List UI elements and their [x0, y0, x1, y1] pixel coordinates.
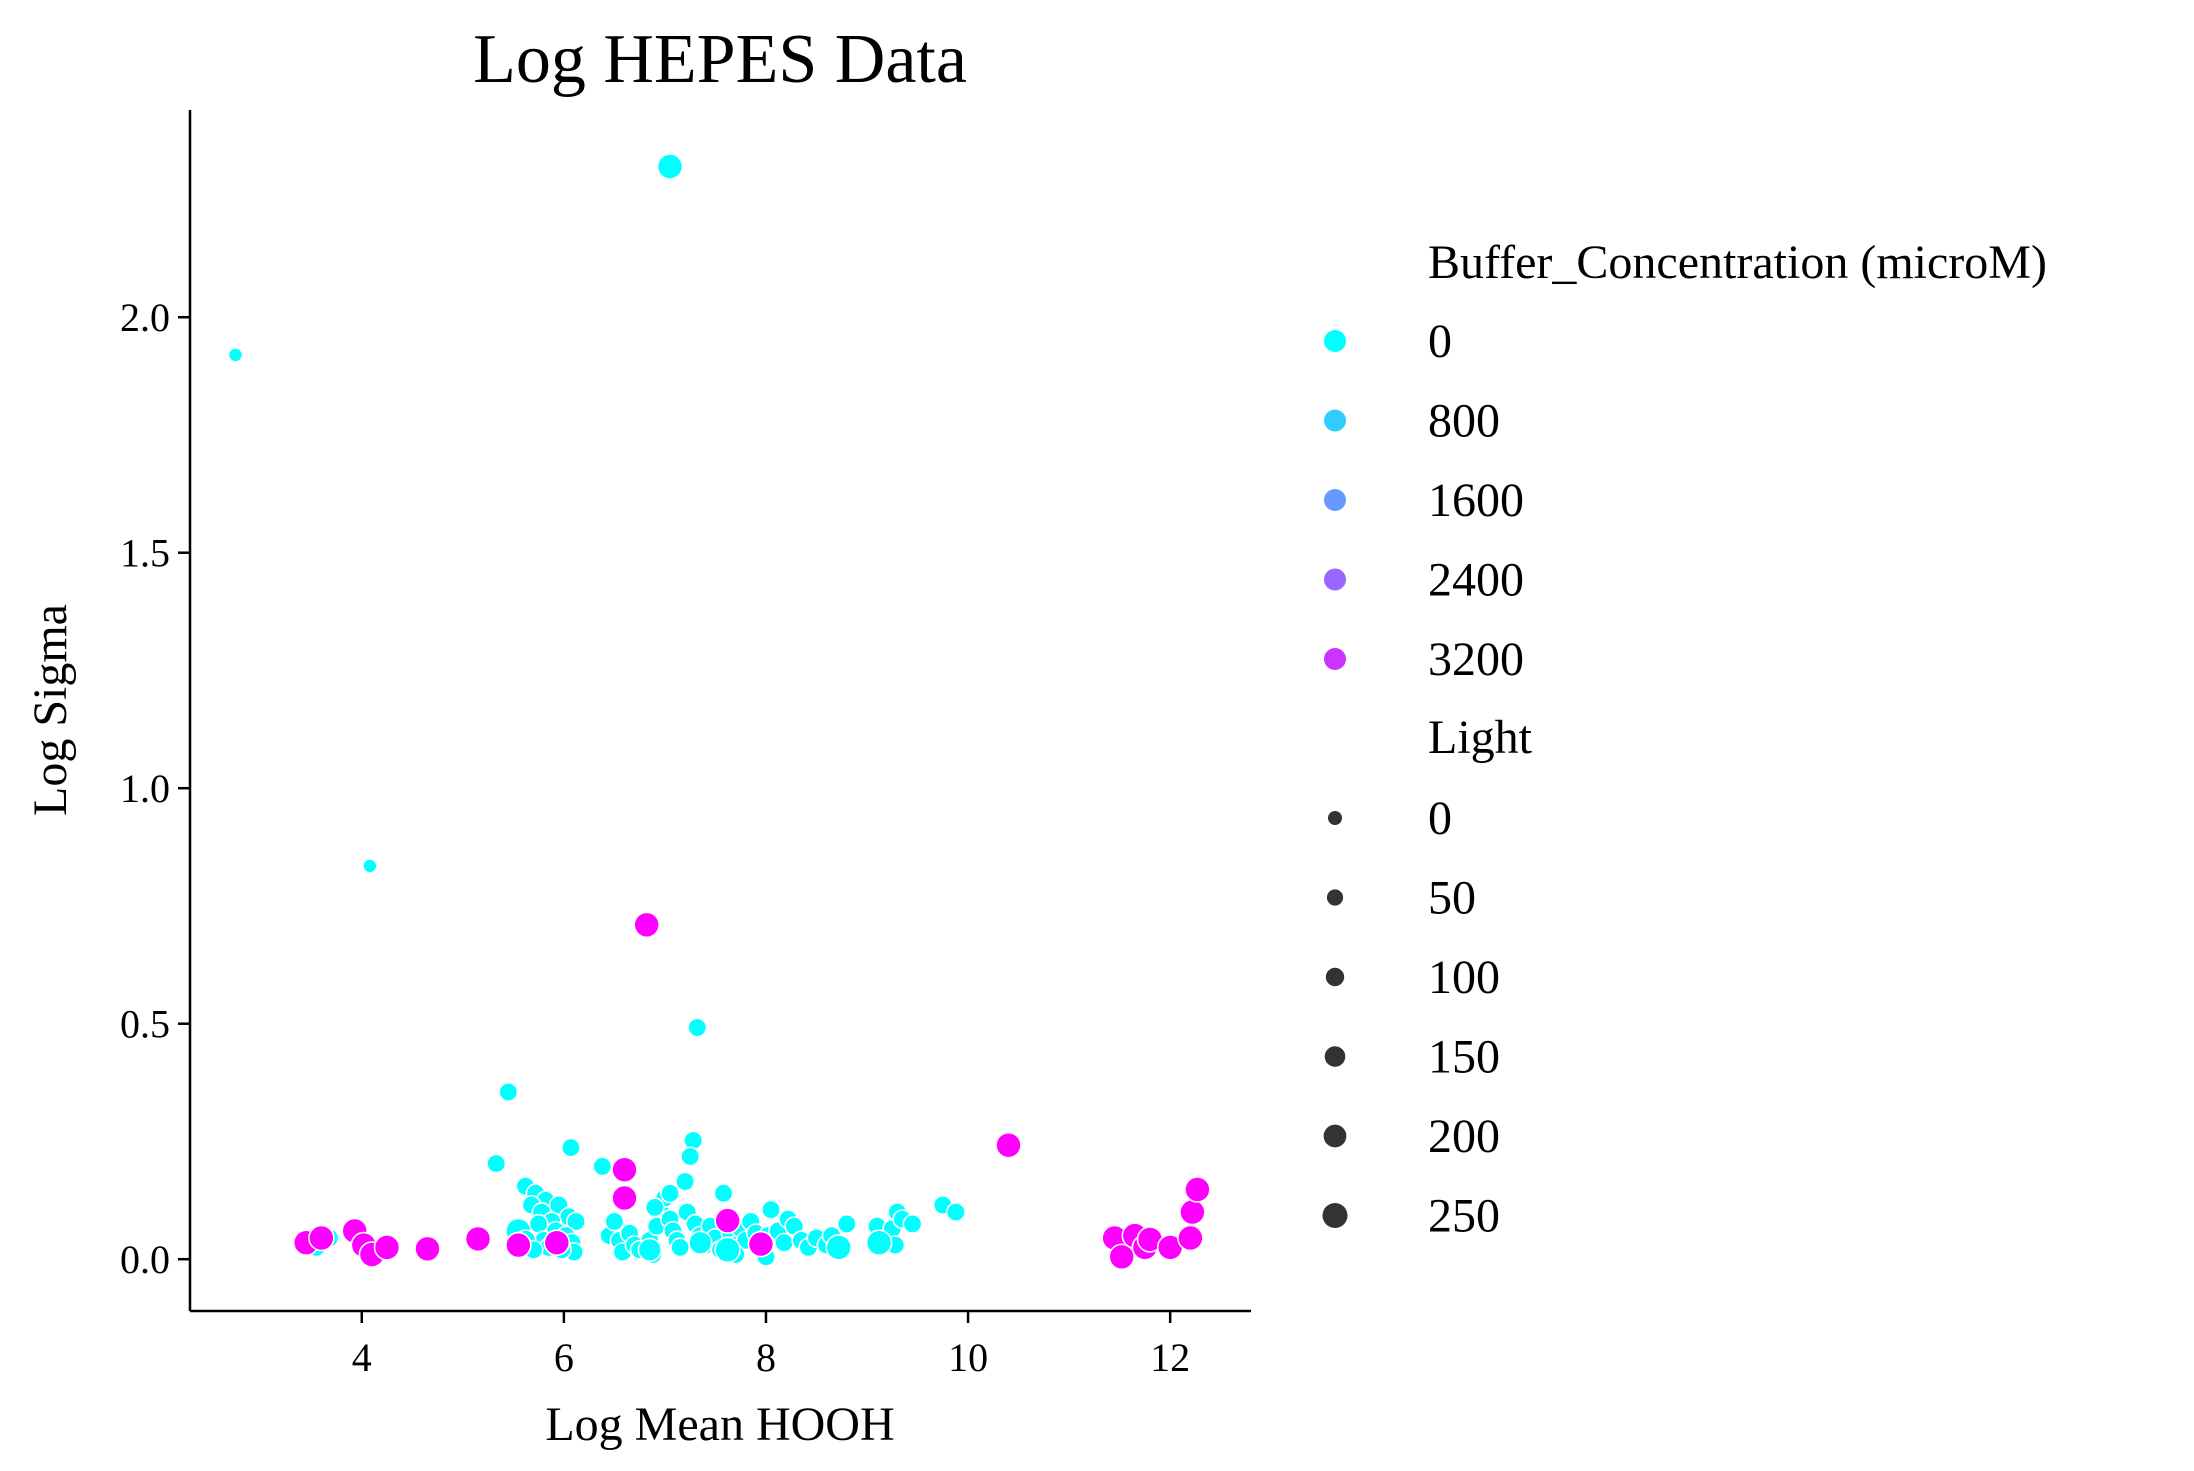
data-point — [670, 1237, 691, 1258]
legend-size-label: 200 — [1428, 1110, 1500, 1163]
legend-size-label: 50 — [1428, 872, 1476, 925]
data-point — [825, 1234, 853, 1261]
chart-title: Log HEPES Data — [473, 21, 967, 98]
legend-hue-marker — [1324, 489, 1346, 511]
data-point — [1108, 1243, 1135, 1271]
data-point — [528, 1213, 549, 1234]
points-layer — [227, 153, 1211, 1271]
data-point — [713, 1183, 734, 1204]
data-point — [565, 1211, 586, 1232]
legend-hue-label: 3200 — [1428, 633, 1524, 686]
x-tick-label: 6 — [554, 1335, 574, 1380]
data-point — [945, 1202, 966, 1223]
legend-size-label: 100 — [1428, 951, 1500, 1004]
legend-size-marker — [1324, 1046, 1346, 1067]
data-point — [687, 1017, 708, 1038]
legend-hue-label: 1600 — [1428, 474, 1524, 527]
y-tick-label: 1.5 — [120, 531, 170, 576]
data-point — [633, 911, 661, 939]
y-axis-label: Log Sigma — [24, 604, 77, 816]
x-tick-label: 4 — [352, 1335, 372, 1380]
legend-hue-marker — [1324, 330, 1346, 352]
data-point — [680, 1146, 701, 1167]
data-point — [902, 1213, 923, 1234]
data-point — [714, 1207, 741, 1234]
data-point — [760, 1199, 781, 1220]
data-point — [414, 1235, 441, 1263]
data-point — [747, 1230, 775, 1258]
legend-hue-marker — [1324, 568, 1346, 591]
data-point — [373, 1234, 401, 1261]
data-point — [774, 1232, 795, 1253]
legend-size-label: 0 — [1428, 792, 1452, 845]
data-point — [644, 1197, 665, 1218]
data-point — [362, 858, 378, 874]
data-point — [675, 1171, 696, 1192]
legend-size-label: 150 — [1428, 1031, 1500, 1084]
y-ticks: 0.0 0.5 1.0 1.5 2.0 — [120, 295, 190, 1282]
data-point — [995, 1131, 1022, 1159]
data-point — [560, 1137, 581, 1158]
x-tick-label: 8 — [756, 1335, 776, 1380]
data-point — [464, 1225, 492, 1253]
x-tick-label: 10 — [948, 1335, 988, 1380]
legend-hue-label: 2400 — [1428, 554, 1524, 607]
legend-hue-entries: 0 800 1600 2400 3200 — [1324, 315, 1524, 686]
legend-hue-title: Buffer_Concentration (microM) — [1428, 236, 2047, 289]
legend-size-marker — [1325, 967, 1345, 987]
x-ticks: 4 6 8 10 12 — [352, 1311, 1190, 1380]
legend-size-entries: 0 50 100 150 200 250 — [1322, 792, 1500, 1243]
data-point — [714, 1236, 741, 1264]
legend: Buffer_Concentration (microM) 0 800 1600 24… — [1322, 236, 2047, 1243]
legend-size-title: Light — [1428, 711, 1533, 764]
legend-hue-label: 800 — [1428, 395, 1500, 448]
data-point — [498, 1082, 519, 1103]
legend-size-marker — [1322, 1203, 1348, 1228]
data-point — [836, 1213, 857, 1234]
data-point — [308, 1224, 335, 1252]
legend-size-marker — [1323, 1124, 1347, 1148]
x-axis-label: Log Mean HOOH — [545, 1398, 894, 1451]
data-point — [227, 347, 244, 363]
legend-hue-marker — [1324, 409, 1346, 432]
y-tick-label: 1.0 — [120, 766, 170, 811]
data-point — [688, 1230, 713, 1255]
legend-size-marker — [1328, 811, 1342, 825]
x-tick-label: 12 — [1150, 1335, 1190, 1380]
data-point — [656, 153, 684, 180]
data-point — [604, 1211, 625, 1232]
data-point — [659, 1183, 680, 1204]
y-tick-label: 0.0 — [120, 1237, 170, 1282]
legend-hue-marker — [1324, 648, 1346, 670]
data-point — [637, 1237, 662, 1263]
data-point — [683, 1130, 704, 1151]
data-point — [486, 1153, 507, 1174]
data-point — [592, 1156, 613, 1177]
data-point — [611, 1156, 638, 1183]
legend-hue-label: 0 — [1428, 315, 1452, 368]
data-point — [1179, 1198, 1206, 1226]
data-point — [505, 1231, 532, 1259]
legend-size-marker — [1326, 889, 1344, 906]
data-point — [611, 1184, 638, 1212]
data-point — [543, 1229, 571, 1256]
legend-size-label: 250 — [1428, 1190, 1500, 1243]
y-tick-label: 0.5 — [120, 1002, 170, 1047]
data-point — [1184, 1176, 1211, 1203]
data-point — [1177, 1224, 1204, 1252]
data-point — [865, 1229, 893, 1256]
y-tick-label: 2.0 — [120, 295, 170, 340]
